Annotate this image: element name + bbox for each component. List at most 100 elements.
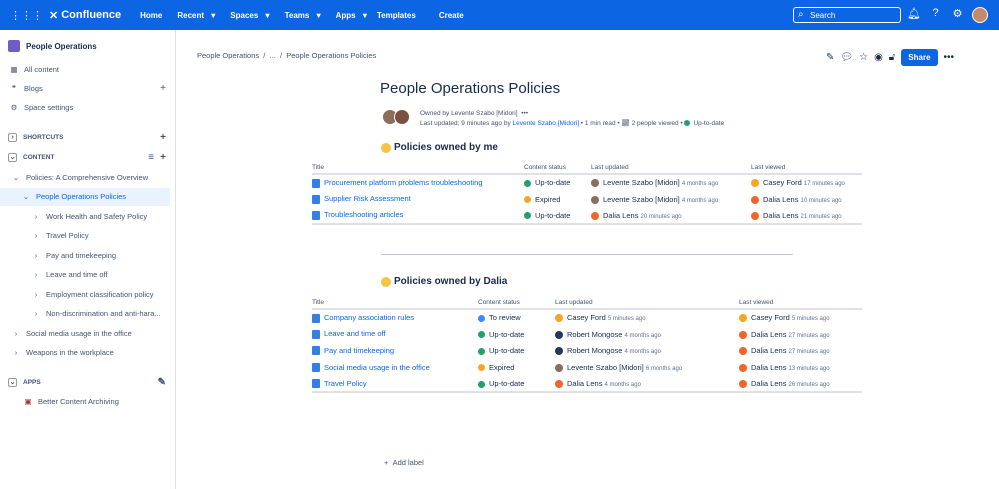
- viewed-by[interactable]: Dalia Lens: [751, 379, 787, 389]
- sidebar-tree-item[interactable]: › Work Health and Safety Policy: [0, 207, 176, 225]
- breadcrumb-page[interactable]: People Operations Policies: [286, 51, 377, 60]
- chevron-right-icon[interactable]: ›: [34, 270, 38, 279]
- viewed-by[interactable]: Dalia Lens: [763, 194, 799, 204]
- settings-icon[interactable]: ⚙: [952, 8, 963, 20]
- chevron-right-icon[interactable]: ›: [14, 348, 18, 357]
- more-actions-icon[interactable]: •••: [943, 52, 955, 63]
- notifications-icon[interactable]: 🔔︎: [907, 8, 921, 20]
- page-link[interactable]: Social media usage in the office: [324, 362, 430, 372]
- confluence-logo[interactable]: ✕ Confluence: [49, 9, 122, 22]
- add-content-icon[interactable]: +: [160, 151, 166, 163]
- content-status[interactable]: Up-to-date: [489, 379, 525, 389]
- sidebar-item-all-content[interactable]: ▦ All content: [0, 60, 176, 78]
- apps-header[interactable]: ⌄ APPS ✎: [0, 373, 176, 391]
- user-avatar[interactable]: [739, 380, 747, 389]
- restrictions-icon[interactable]: 🔓︎: [888, 52, 896, 63]
- chevron-right-icon[interactable]: ›: [34, 211, 38, 221]
- add-blog-icon[interactable]: +: [160, 82, 166, 94]
- filter-icon[interactable]: ≡: [148, 151, 154, 163]
- sidebar-tree-item[interactable]: › Leave and time off: [0, 266, 176, 284]
- viewed-by[interactable]: Casey Ford: [763, 178, 802, 188]
- user-avatar[interactable]: [739, 363, 747, 372]
- user-avatar[interactable]: [555, 363, 563, 372]
- updated-by[interactable]: Casey Ford: [567, 313, 606, 323]
- updated-by[interactable]: Levente Szabo [Midori]: [603, 178, 680, 188]
- updated-by[interactable]: Robert Mongose: [567, 329, 623, 339]
- watch-icon[interactable]: ◉: [874, 52, 883, 63]
- sidebar-item-blogs[interactable]: ❞ Blogs +: [0, 79, 176, 97]
- updated-by[interactable]: Dalia Lens: [603, 210, 639, 220]
- share-button[interactable]: Share: [901, 49, 938, 66]
- add-shortcut-icon[interactable]: +: [160, 131, 166, 143]
- viewed-by[interactable]: Dalia Lens: [751, 329, 787, 339]
- viewed-by[interactable]: Casey Ford: [751, 313, 790, 323]
- avatar[interactable]: [972, 7, 988, 23]
- chevron-right-icon[interactable]: ›: [14, 328, 18, 338]
- sidebar-tree-item[interactable]: › Non-discrimination and anti-hara...: [0, 305, 176, 323]
- user-avatar[interactable]: [555, 314, 563, 323]
- sidebar-tree-item[interactable]: ⌄ Policies: A Comprehensive Overview: [0, 168, 176, 186]
- add-label-button[interactable]: + Add label: [384, 458, 424, 467]
- chevron-right-icon[interactable]: ›: [34, 231, 38, 240]
- page-link[interactable]: Troubleshooting articles: [324, 210, 404, 220]
- sidebar-tree-item[interactable]: › Travel Policy: [0, 227, 176, 245]
- nav-templates[interactable]: Templates: [376, 10, 416, 20]
- comment-icon[interactable]: 💬︎: [840, 52, 854, 63]
- user-avatar[interactable]: [739, 330, 747, 339]
- page-link[interactable]: Supplier Risk Assessment: [324, 194, 411, 204]
- chevron-right-icon[interactable]: ›: [34, 309, 38, 318]
- user-avatar[interactable]: [591, 211, 599, 220]
- updated-by[interactable]: Dalia Lens: [567, 379, 603, 389]
- updated-by[interactable]: Levente Szabo [Midori]: [603, 194, 680, 204]
- sidebar-tree-item[interactable]: ⌄ People Operations Policies: [0, 187, 170, 206]
- nav-teams[interactable]: Teams ▾: [275, 11, 326, 20]
- content-header[interactable]: ⌄ CONTENT ≡ +: [0, 148, 176, 166]
- viewed-by[interactable]: Dalia Lens: [763, 210, 799, 220]
- star-icon[interactable]: ☆: [859, 52, 869, 63]
- search-input[interactable]: Search: [793, 7, 901, 23]
- sidebar-tree-item[interactable]: › Employment classification policy: [0, 285, 176, 303]
- breadcrumb-space[interactable]: People Operations: [197, 51, 260, 60]
- author-link[interactable]: Levente Szabo [Midori]: [512, 120, 579, 127]
- viewed-by[interactable]: Dalia Lens: [751, 362, 787, 372]
- page-status[interactable]: Up-to-date: [693, 120, 725, 127]
- user-avatar[interactable]: [739, 314, 747, 323]
- page-link[interactable]: Leave and time off: [324, 329, 386, 339]
- app-switcher-icon[interactable]: ⋮⋮⋮: [10, 9, 43, 22]
- people-viewed[interactable]: 2 people viewed: [631, 120, 679, 127]
- sidebar-tree-item[interactable]: › Weapons in the workplace: [0, 344, 176, 362]
- shortcuts-header[interactable]: › SHORTCUTS +: [0, 128, 176, 146]
- content-status[interactable]: Up-to-date: [489, 346, 525, 356]
- space-name[interactable]: People Operations: [8, 40, 97, 52]
- page-link[interactable]: Pay and timekeeping: [324, 345, 395, 355]
- content-status[interactable]: To review: [489, 313, 521, 323]
- user-avatar[interactable]: [751, 179, 759, 188]
- breadcrumb-more[interactable]: ...: [269, 51, 276, 60]
- chevron-right-icon[interactable]: ⌄: [12, 172, 20, 182]
- nav-apps[interactable]: Apps ▾: [326, 11, 372, 20]
- content-status[interactable]: Expired: [535, 194, 561, 204]
- sidebar-tree-item[interactable]: › Social media usage in the office: [0, 324, 176, 342]
- sidebar-item-app[interactable]: ▣ Better Content Archiving: [0, 392, 176, 410]
- author-avatar[interactable]: [394, 109, 410, 125]
- user-avatar[interactable]: [591, 179, 599, 188]
- user-avatar[interactable]: [555, 347, 563, 356]
- user-avatar[interactable]: [591, 195, 599, 204]
- updated-by[interactable]: Levente Szabo [Midori]: [567, 362, 644, 372]
- create-button[interactable]: Create: [438, 10, 464, 20]
- user-avatar[interactable]: [751, 195, 759, 204]
- page-link[interactable]: Procurement platform problems troublesho…: [324, 178, 483, 188]
- content-status[interactable]: Up-to-date: [489, 329, 525, 339]
- nav-recent[interactable]: Recent ▾: [167, 11, 220, 20]
- more-icon[interactable]: •••: [521, 110, 529, 117]
- content-status[interactable]: Up-to-date: [535, 178, 571, 188]
- nav-home[interactable]: Home: [140, 10, 163, 20]
- content-status[interactable]: Up-to-date: [535, 210, 571, 220]
- content-status[interactable]: Expired: [489, 362, 515, 372]
- user-avatar[interactable]: [555, 380, 563, 389]
- viewed-by[interactable]: Dalia Lens: [751, 346, 787, 356]
- nav-spaces[interactable]: Spaces ▾: [220, 11, 274, 20]
- sidebar-tree-item[interactable]: › Pay and timekeeping: [0, 246, 176, 264]
- page-link[interactable]: Company association rules: [324, 313, 415, 323]
- user-avatar[interactable]: [555, 330, 563, 339]
